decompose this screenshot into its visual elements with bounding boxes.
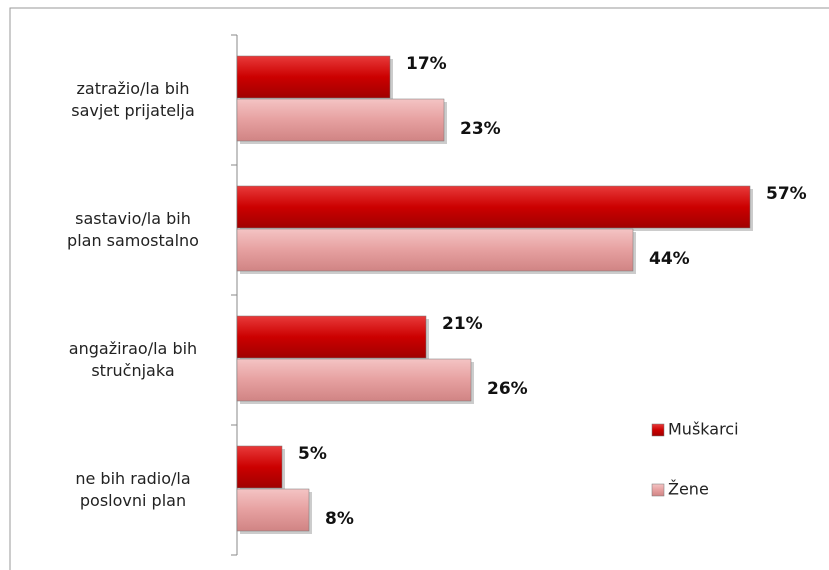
category-label: sastavio/la bih plan samostalno [67,209,199,250]
legend-label: Žene [668,480,709,499]
category-label: ne bih radio/la poslovni plan [75,469,191,510]
value-label: 17% [406,54,447,74]
frame [9,7,829,570]
bar [236,185,751,229]
value-label: 5% [298,444,327,464]
bar [236,228,634,272]
bar [236,445,283,489]
value-label: 8% [325,509,354,529]
category-label: angažirao/la bih stručnjaka [68,339,198,380]
value-label: 23% [460,119,501,139]
bar [236,488,310,532]
legend-label: Muškarci [668,420,739,439]
value-label: 57% [766,184,807,204]
bar [236,55,391,99]
bar [236,358,472,402]
value-label: 44% [649,249,690,269]
bar [236,98,445,142]
value-label: 26% [487,379,528,399]
category-label: zatražio/la bih savjet prijatelja [71,79,195,120]
value-label: 21% [442,314,483,334]
bar [236,315,427,359]
legend-swatch [651,483,665,497]
legend-swatch [651,423,665,437]
